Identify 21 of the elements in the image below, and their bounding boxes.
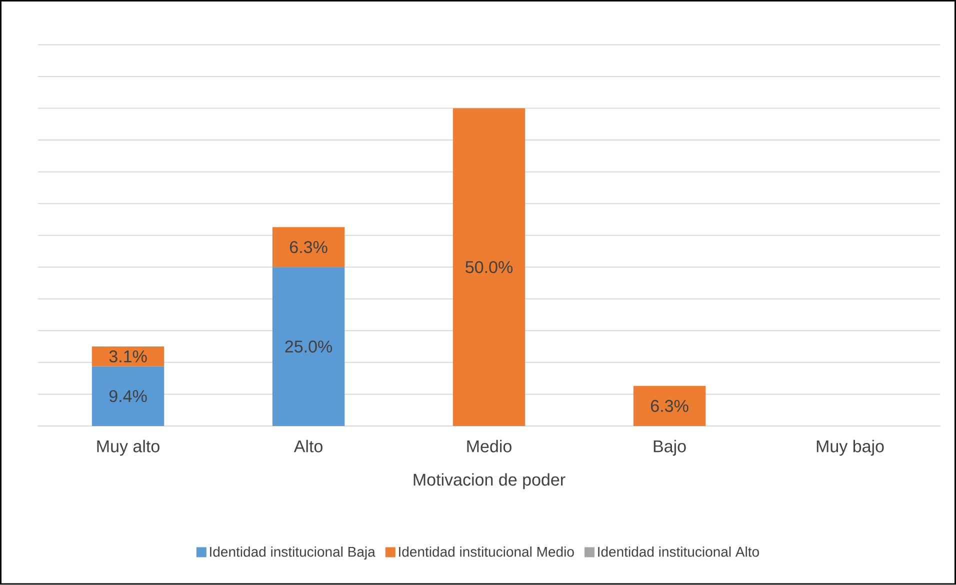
x-tick-label: Muy alto — [97, 440, 160, 456]
x-tick-label: Bajo — [654, 440, 686, 456]
legend-label: Identidad institucional Alto — [598, 546, 759, 557]
data-label: 3.1% — [109, 350, 147, 363]
bar — [272, 267, 345, 426]
x-tick-label: Muy bajo — [816, 440, 884, 456]
bar — [272, 227, 345, 268]
x-axis-title: Motivacion de poder — [414, 473, 566, 490]
bar — [92, 366, 164, 426]
legend-label: Identidad institucional Baja — [210, 546, 376, 560]
bar — [92, 346, 164, 366]
data-label: 9.4% — [109, 390, 147, 402]
data-label: 25.0% — [285, 340, 332, 353]
bar — [633, 386, 706, 426]
bar — [452, 108, 526, 426]
x-tick-label: Medio — [467, 440, 512, 452]
legend-label: Identidad institucional Medio — [399, 546, 574, 557]
data-label: 50.0% — [466, 261, 513, 274]
x-tick-label: Alto — [294, 440, 322, 452]
data-label: 6.3% — [650, 400, 688, 412]
data-label: 6.3% — [290, 241, 328, 254]
